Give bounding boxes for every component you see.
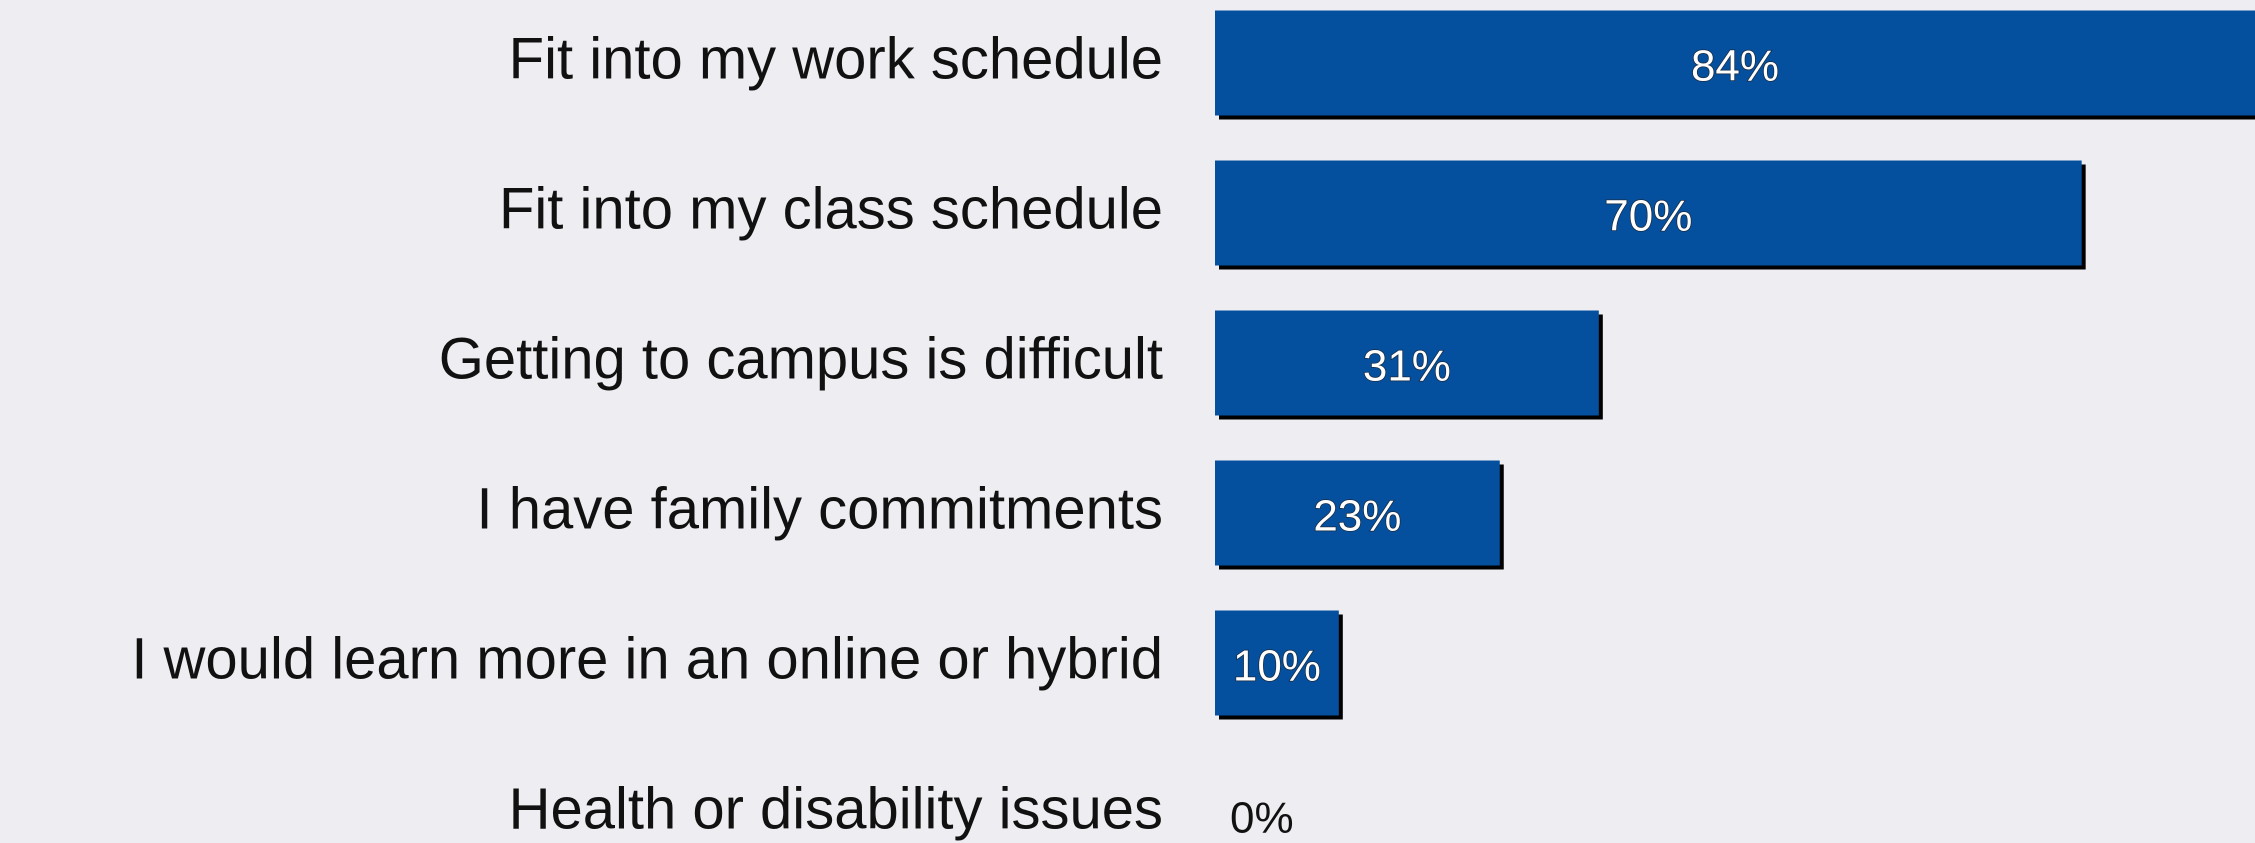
category-label: I would learn more in an online or hybri…: [131, 626, 1163, 691]
value-label: 10%: [1233, 642, 1321, 691]
value-label: 70%: [1604, 192, 1692, 241]
bar: [1215, 10, 2255, 116]
category-label: Getting to campus is difficult: [439, 326, 1163, 391]
bar: [1215, 610, 1339, 716]
value-label: 0%: [1230, 794, 1294, 843]
bar: [1215, 160, 2082, 266]
category-label: Fit into my work schedule: [509, 26, 1163, 91]
bar: [1215, 460, 1500, 566]
bar: [1215, 310, 1599, 416]
value-label: 84%: [1691, 42, 1779, 91]
value-label: 23%: [1313, 492, 1401, 541]
category-label: Health or disability issues: [509, 776, 1163, 841]
category-label: Fit into my class schedule: [499, 176, 1163, 241]
value-label: 31%: [1363, 342, 1451, 391]
category-label: I have family commitments: [476, 476, 1163, 541]
